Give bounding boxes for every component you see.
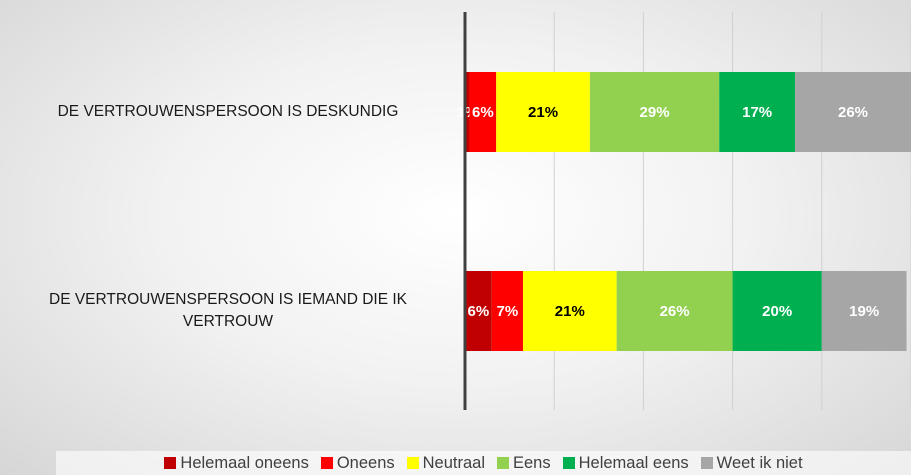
bar-segment	[719, 72, 796, 152]
legend-label: Weet ik niet	[716, 453, 803, 472]
bar-segment	[469, 72, 497, 152]
value-label: 20%	[762, 303, 792, 320]
legend-swatch	[406, 457, 419, 469]
value-label: 17%	[742, 104, 772, 121]
bar-segment	[589, 72, 720, 152]
bar-segment	[522, 271, 617, 351]
value-label: 19%	[849, 303, 879, 320]
legend-item: Helemaal oneens	[164, 453, 309, 473]
legend-label: Eens	[513, 453, 551, 472]
legend-item: Oneens	[320, 453, 395, 473]
category-label: DE VERTROUWENSPERSOON IS DESKUNDIG	[57, 103, 399, 120]
bar-segment	[795, 72, 911, 152]
value-label: 6%	[472, 104, 494, 121]
legend-label: Helemaal oneens	[180, 453, 309, 472]
plot: 1%6% 21% 29% 17% 26%6% 7% 21% 26% 20% 19%	[463, 12, 911, 410]
value-label: 21%	[555, 303, 585, 320]
legend-swatch	[164, 457, 177, 469]
bar-segment	[616, 271, 733, 351]
legend-label: Oneens	[336, 453, 395, 472]
value-label: 26%	[660, 303, 690, 320]
value-label: 7%	[497, 303, 519, 320]
legend: Helemaal oneens Oneens Neutraal Eens Helemaa…	[56, 451, 911, 475]
bar-segment	[732, 271, 822, 351]
legend-item: Helemaal eens	[562, 453, 689, 473]
legend-label: Helemaal eens	[578, 453, 689, 472]
bar-segment	[465, 72, 470, 152]
bar-segment	[496, 72, 590, 152]
value-label: 29%	[640, 104, 670, 121]
legend-item: Eens	[497, 454, 551, 473]
legend-swatch	[497, 457, 509, 469]
value-label: 21%	[528, 104, 558, 121]
category-label: DE VERTROUWENSPERSOON IS IEMAND DIE IK V…	[49, 291, 407, 330]
legend-swatch	[320, 457, 333, 469]
value-label: 6%	[468, 303, 490, 320]
legend-item: Neutraal	[406, 453, 485, 473]
legend-label: Neutraal	[422, 453, 485, 472]
bar-segment	[465, 271, 492, 351]
bar-segment	[491, 271, 523, 351]
value-label: 26%	[838, 104, 868, 121]
legend-swatch	[562, 457, 575, 469]
legend-item: Weet ik niet	[700, 453, 803, 473]
legend-swatch	[700, 457, 713, 469]
bar-segment	[821, 271, 907, 351]
